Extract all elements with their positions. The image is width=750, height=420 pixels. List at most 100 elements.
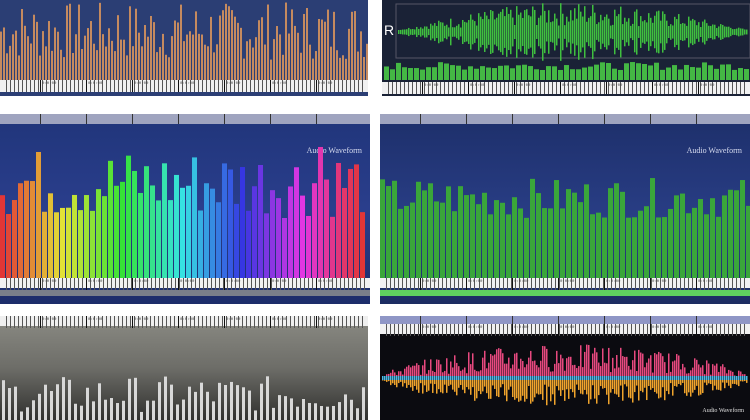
ruler-tick xyxy=(110,80,111,92)
wave-sample xyxy=(410,29,412,35)
wave-mid xyxy=(556,376,558,380)
spike-bar xyxy=(165,54,167,80)
wave-bottom xyxy=(414,380,416,386)
ruler-tick xyxy=(26,316,27,328)
ruler-tick xyxy=(286,80,287,92)
wave-sample xyxy=(448,27,450,37)
timeline-ruler: 0:0:00 0:0:00 0:0:00 0:0:00 0:0:00 0:0:00 0:0:… xyxy=(380,278,750,290)
level-bar xyxy=(194,391,197,420)
level-bar xyxy=(296,406,299,420)
wave-sample xyxy=(686,25,688,39)
wave-mid xyxy=(612,376,614,380)
ruler-tick xyxy=(632,82,633,94)
wave-bottom xyxy=(564,380,566,401)
wave-mid xyxy=(620,376,622,380)
wave-top xyxy=(688,373,690,378)
ruler-tick xyxy=(322,316,323,328)
panel-title: Audio Waveform xyxy=(702,408,744,414)
wave-top xyxy=(602,348,604,378)
wave-top xyxy=(506,363,508,378)
spike-bar xyxy=(54,27,56,81)
ruler-tick xyxy=(70,80,71,92)
level-bar xyxy=(734,190,739,278)
wave-bottom xyxy=(580,380,582,394)
wave-sample xyxy=(504,16,506,48)
wave-bottom xyxy=(658,380,660,399)
wave-mid xyxy=(496,376,498,380)
wave-top xyxy=(622,356,624,378)
wave-mid xyxy=(522,376,524,380)
level-bar xyxy=(146,400,149,420)
level-bar xyxy=(468,66,473,80)
wave-bottom xyxy=(600,380,602,387)
wave-sample xyxy=(496,17,498,47)
ruler-tick xyxy=(684,82,685,94)
wave-top xyxy=(616,355,618,378)
spike-bar xyxy=(318,18,320,81)
wave-sample xyxy=(678,14,680,50)
wave-mid xyxy=(520,376,522,380)
ruler-tick xyxy=(10,80,11,92)
wave-mid xyxy=(486,376,488,380)
wave-bottom xyxy=(494,380,496,389)
ruler-tick xyxy=(559,324,560,336)
wave-top xyxy=(458,366,460,378)
ruler-tick xyxy=(218,316,219,328)
level-bar xyxy=(332,405,335,420)
wave-sample xyxy=(518,14,520,50)
ruler-tick xyxy=(26,80,27,92)
ruler-label: 0:0:00 xyxy=(88,82,103,86)
level-bar xyxy=(438,62,443,80)
ruler-tick xyxy=(488,82,489,94)
ruler-tick xyxy=(259,278,260,290)
wave-mid xyxy=(732,376,734,380)
ruler-tick xyxy=(527,324,528,336)
wave-bottom xyxy=(480,380,482,395)
ruler-tick xyxy=(592,82,593,94)
spectrum-bar xyxy=(216,202,221,278)
wave-mid xyxy=(624,376,626,380)
level-bar xyxy=(290,398,293,420)
ruler-tick xyxy=(615,278,616,290)
spike-bar xyxy=(204,44,206,80)
ruler-tick xyxy=(567,324,568,336)
wave-top xyxy=(456,362,458,378)
wave-mid xyxy=(506,376,508,380)
wave-mid xyxy=(614,376,616,380)
spike-bar xyxy=(108,28,110,80)
wave-bottom xyxy=(694,380,696,390)
level-bar xyxy=(56,384,59,420)
wave-mid xyxy=(510,376,512,380)
wave-mid xyxy=(514,376,516,380)
ruler-tick xyxy=(600,82,601,94)
wave-sample xyxy=(716,28,718,36)
wave-mid xyxy=(590,376,592,380)
spike-bar xyxy=(138,32,140,80)
ruler-label: 0:0:00 xyxy=(654,84,669,88)
wave-sample xyxy=(440,22,442,42)
spectrum-bar xyxy=(342,187,347,278)
ruler-tick xyxy=(231,278,232,290)
level-bar xyxy=(744,69,749,80)
ruler-tick xyxy=(547,324,548,336)
wave-sample xyxy=(450,18,452,46)
spectrum-bar xyxy=(84,195,89,278)
wave-top xyxy=(524,367,526,378)
level-bar xyxy=(620,191,625,278)
ruler-tick xyxy=(708,278,709,290)
spike-bar xyxy=(336,50,338,80)
ruler-tick xyxy=(627,324,628,336)
level-bar xyxy=(614,183,619,278)
wave-sample xyxy=(416,26,418,38)
wave-bottom xyxy=(506,380,508,402)
wave-bottom xyxy=(430,380,432,384)
wave-bottom xyxy=(530,380,532,404)
ruler-tick xyxy=(190,80,191,92)
spike-bar xyxy=(219,15,221,80)
wave-bottom xyxy=(680,380,682,386)
wave-bottom xyxy=(620,380,622,386)
wave-bottom xyxy=(490,380,492,399)
ruler-tick xyxy=(700,278,701,290)
wave-bottom xyxy=(696,380,698,386)
wave-bottom xyxy=(542,380,544,400)
